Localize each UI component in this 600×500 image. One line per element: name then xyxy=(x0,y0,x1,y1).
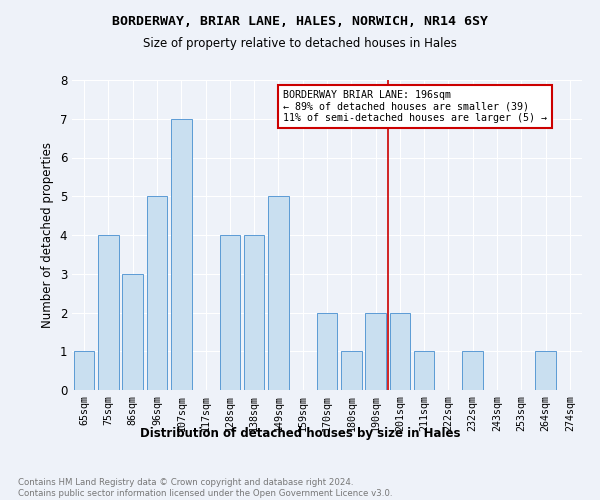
Text: BORDERWAY BRIAR LANE: 196sqm
← 89% of detached houses are smaller (39)
11% of se: BORDERWAY BRIAR LANE: 196sqm ← 89% of de… xyxy=(283,90,547,123)
Bar xyxy=(74,351,94,390)
Bar xyxy=(171,118,191,390)
Bar xyxy=(244,235,265,390)
Text: Distribution of detached houses by size in Hales: Distribution of detached houses by size … xyxy=(140,428,460,440)
Bar xyxy=(365,312,386,390)
Text: Size of property relative to detached houses in Hales: Size of property relative to detached ho… xyxy=(143,38,457,51)
Bar xyxy=(535,351,556,390)
Bar xyxy=(220,235,240,390)
Bar xyxy=(414,351,434,390)
Bar xyxy=(268,196,289,390)
Bar xyxy=(341,351,362,390)
Text: BORDERWAY, BRIAR LANE, HALES, NORWICH, NR14 6SY: BORDERWAY, BRIAR LANE, HALES, NORWICH, N… xyxy=(112,15,488,28)
Bar xyxy=(122,274,143,390)
Y-axis label: Number of detached properties: Number of detached properties xyxy=(41,142,54,328)
Bar xyxy=(146,196,167,390)
Text: Contains HM Land Registry data © Crown copyright and database right 2024.
Contai: Contains HM Land Registry data © Crown c… xyxy=(18,478,392,498)
Bar xyxy=(317,312,337,390)
Bar xyxy=(98,235,119,390)
Bar xyxy=(463,351,483,390)
Bar xyxy=(389,312,410,390)
